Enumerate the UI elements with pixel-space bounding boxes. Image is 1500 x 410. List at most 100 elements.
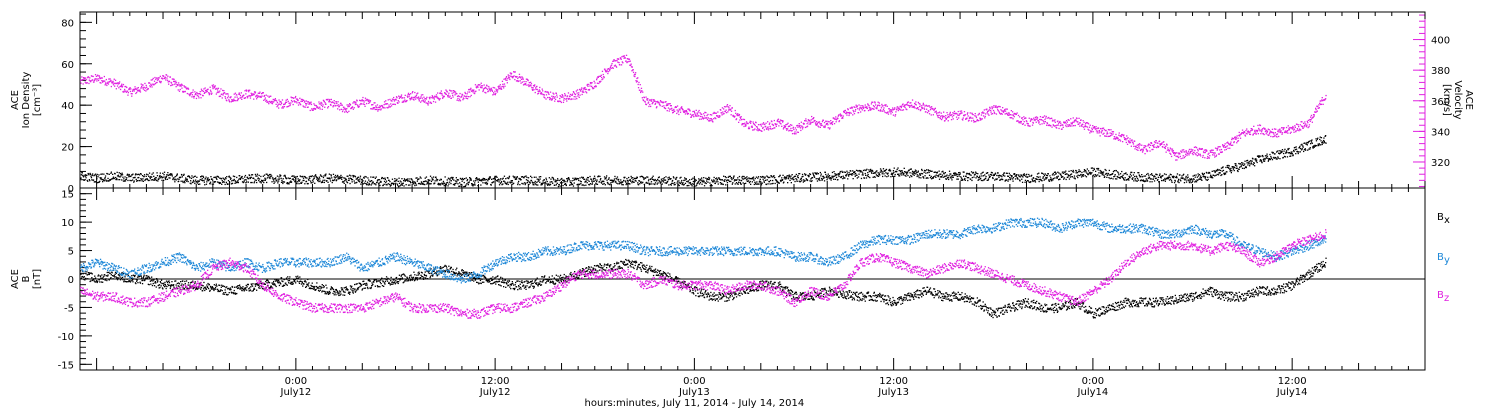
data-point: [629, 183, 631, 185]
data-point: [453, 92, 455, 94]
data-point: [854, 106, 856, 108]
data-point: [1179, 153, 1181, 155]
data-point: [580, 182, 582, 185]
data-point: [270, 100, 272, 103]
data-point: [1300, 129, 1302, 131]
data-point: [467, 91, 469, 93]
data-point: [806, 126, 808, 128]
data-point: [760, 130, 762, 132]
data-point: [322, 176, 325, 179]
data-point: [425, 180, 427, 182]
data-point: [294, 179, 296, 181]
data-point: [787, 182, 789, 184]
data-point: [870, 109, 872, 111]
data-point: [361, 99, 363, 101]
data-point: [684, 179, 686, 181]
data-point: [557, 185, 560, 188]
data-point: [96, 173, 98, 176]
data-point: [141, 180, 143, 182]
data-point: [551, 99, 553, 101]
data-point: [109, 80, 111, 83]
data-point: [288, 182, 290, 184]
data-point: [386, 106, 388, 109]
data-point: [239, 177, 241, 180]
data-point: [197, 183, 200, 185]
data-point: [701, 177, 703, 179]
data-point: [1278, 135, 1280, 138]
data-point: [831, 122, 833, 125]
data-point: [751, 181, 753, 183]
data-point: [806, 179, 808, 181]
data-point: [864, 169, 866, 171]
data-point: [445, 183, 447, 185]
data-point: [867, 174, 869, 176]
data-point: [398, 101, 400, 103]
data-point: [160, 177, 162, 179]
data-point: [843, 110, 845, 112]
data-point: [99, 177, 101, 179]
data-point: [215, 177, 217, 179]
data-point: [227, 97, 229, 99]
data-point: [199, 183, 201, 185]
data-point: [501, 80, 504, 82]
data-point: [1316, 110, 1318, 112]
data-point: [1007, 113, 1009, 115]
data-point: [957, 110, 959, 113]
data-point: [1142, 150, 1144, 152]
data-point: [1177, 152, 1179, 154]
data-point: [141, 85, 143, 87]
data-point: [489, 176, 491, 178]
data-point: [938, 114, 940, 116]
data-point: [1047, 117, 1049, 119]
data-point: [601, 180, 604, 183]
data-point: [414, 184, 416, 187]
data-point: [583, 178, 585, 180]
data-point: [729, 105, 731, 107]
data-point: [377, 110, 379, 112]
data-point: [619, 64, 621, 66]
data-point: [381, 104, 383, 107]
data-point: [709, 114, 711, 116]
data-point: [857, 170, 859, 172]
data-point: [214, 85, 216, 87]
data-point: [752, 121, 754, 123]
data-point: [1094, 127, 1096, 129]
data-point: [296, 175, 298, 178]
data-point: [571, 94, 573, 96]
data-point: [249, 95, 251, 97]
data-point: [560, 96, 562, 98]
data-point: [880, 107, 883, 109]
data-point: [486, 178, 488, 181]
data-point: [1241, 129, 1244, 131]
data-point: [505, 77, 507, 79]
data-point: [1183, 149, 1185, 151]
data-point: [1181, 151, 1183, 153]
data-point: [855, 172, 857, 175]
data-point: [672, 179, 674, 182]
data-point: [1293, 128, 1296, 130]
data-point: [1095, 128, 1097, 130]
data-point: [85, 177, 87, 179]
data-point: [1088, 126, 1091, 128]
data-point: [346, 108, 348, 110]
data-point: [689, 182, 692, 184]
data-point: [1306, 124, 1308, 126]
data-point: [519, 178, 521, 180]
data-point: [217, 87, 220, 89]
data-point: [231, 99, 233, 101]
data-point: [657, 178, 659, 181]
data-point: [871, 107, 873, 110]
data-point: [845, 174, 848, 176]
data-point: [1141, 148, 1143, 150]
data-point: [501, 178, 504, 180]
data-point: [1231, 137, 1233, 139]
data-point: [989, 106, 991, 108]
data-point: [1311, 121, 1313, 123]
data-point: [998, 105, 1000, 108]
data-point: [318, 103, 320, 105]
data-point: [514, 78, 516, 81]
data-point: [231, 182, 234, 185]
data-point: [630, 66, 633, 68]
data-point: [694, 179, 697, 181]
right-y-tick-label: 360: [1431, 97, 1450, 108]
